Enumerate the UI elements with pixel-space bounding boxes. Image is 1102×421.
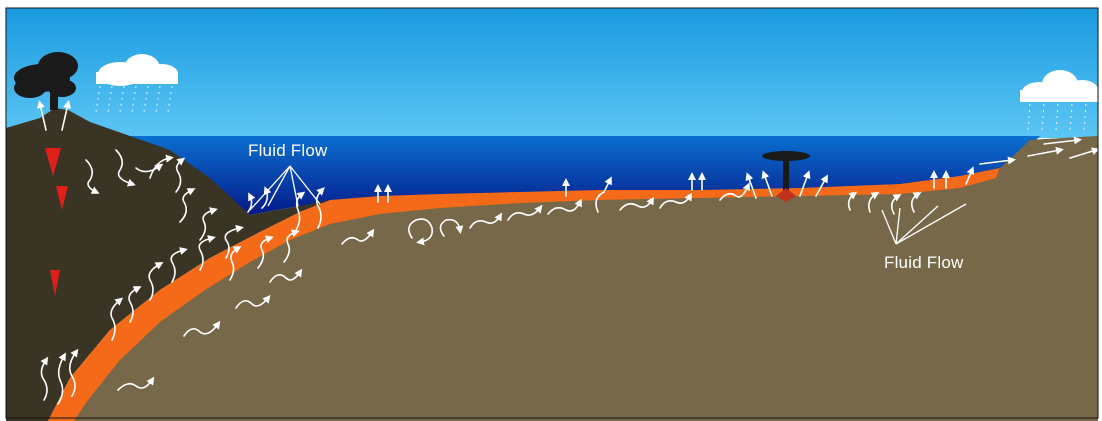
fluid-flow-label-right: Fluid Flow [884,253,964,272]
fluid-flow-arrows-sediment [374,166,975,246]
subducting-plate [48,168,1000,421]
sky [6,8,1098,138]
ocean [120,136,1040,215]
rain-cloud-icon [1020,70,1098,131]
hydrothermal-plume-icon [762,151,810,202]
seafloor-crust [48,136,1098,421]
volcano-icon [37,100,71,131]
ash-cloud-icon [14,52,78,110]
magma-pockets [45,148,68,296]
fluid-flow-right-pointers [881,203,967,245]
right-margin [1000,136,1098,182]
fluid-flow-arrows-wedge [40,149,325,405]
fluid-flow-arrows-mantle [117,228,375,391]
continental-crust [6,108,330,421]
fluid-flow-arrows-right-margin [979,136,1100,165]
fluid-flow-left-pointers [249,165,321,211]
frame-border [5,7,1099,419]
fluid-flow-label-left: Fluid Flow [248,141,328,160]
rain-cloud-icon [95,54,178,113]
